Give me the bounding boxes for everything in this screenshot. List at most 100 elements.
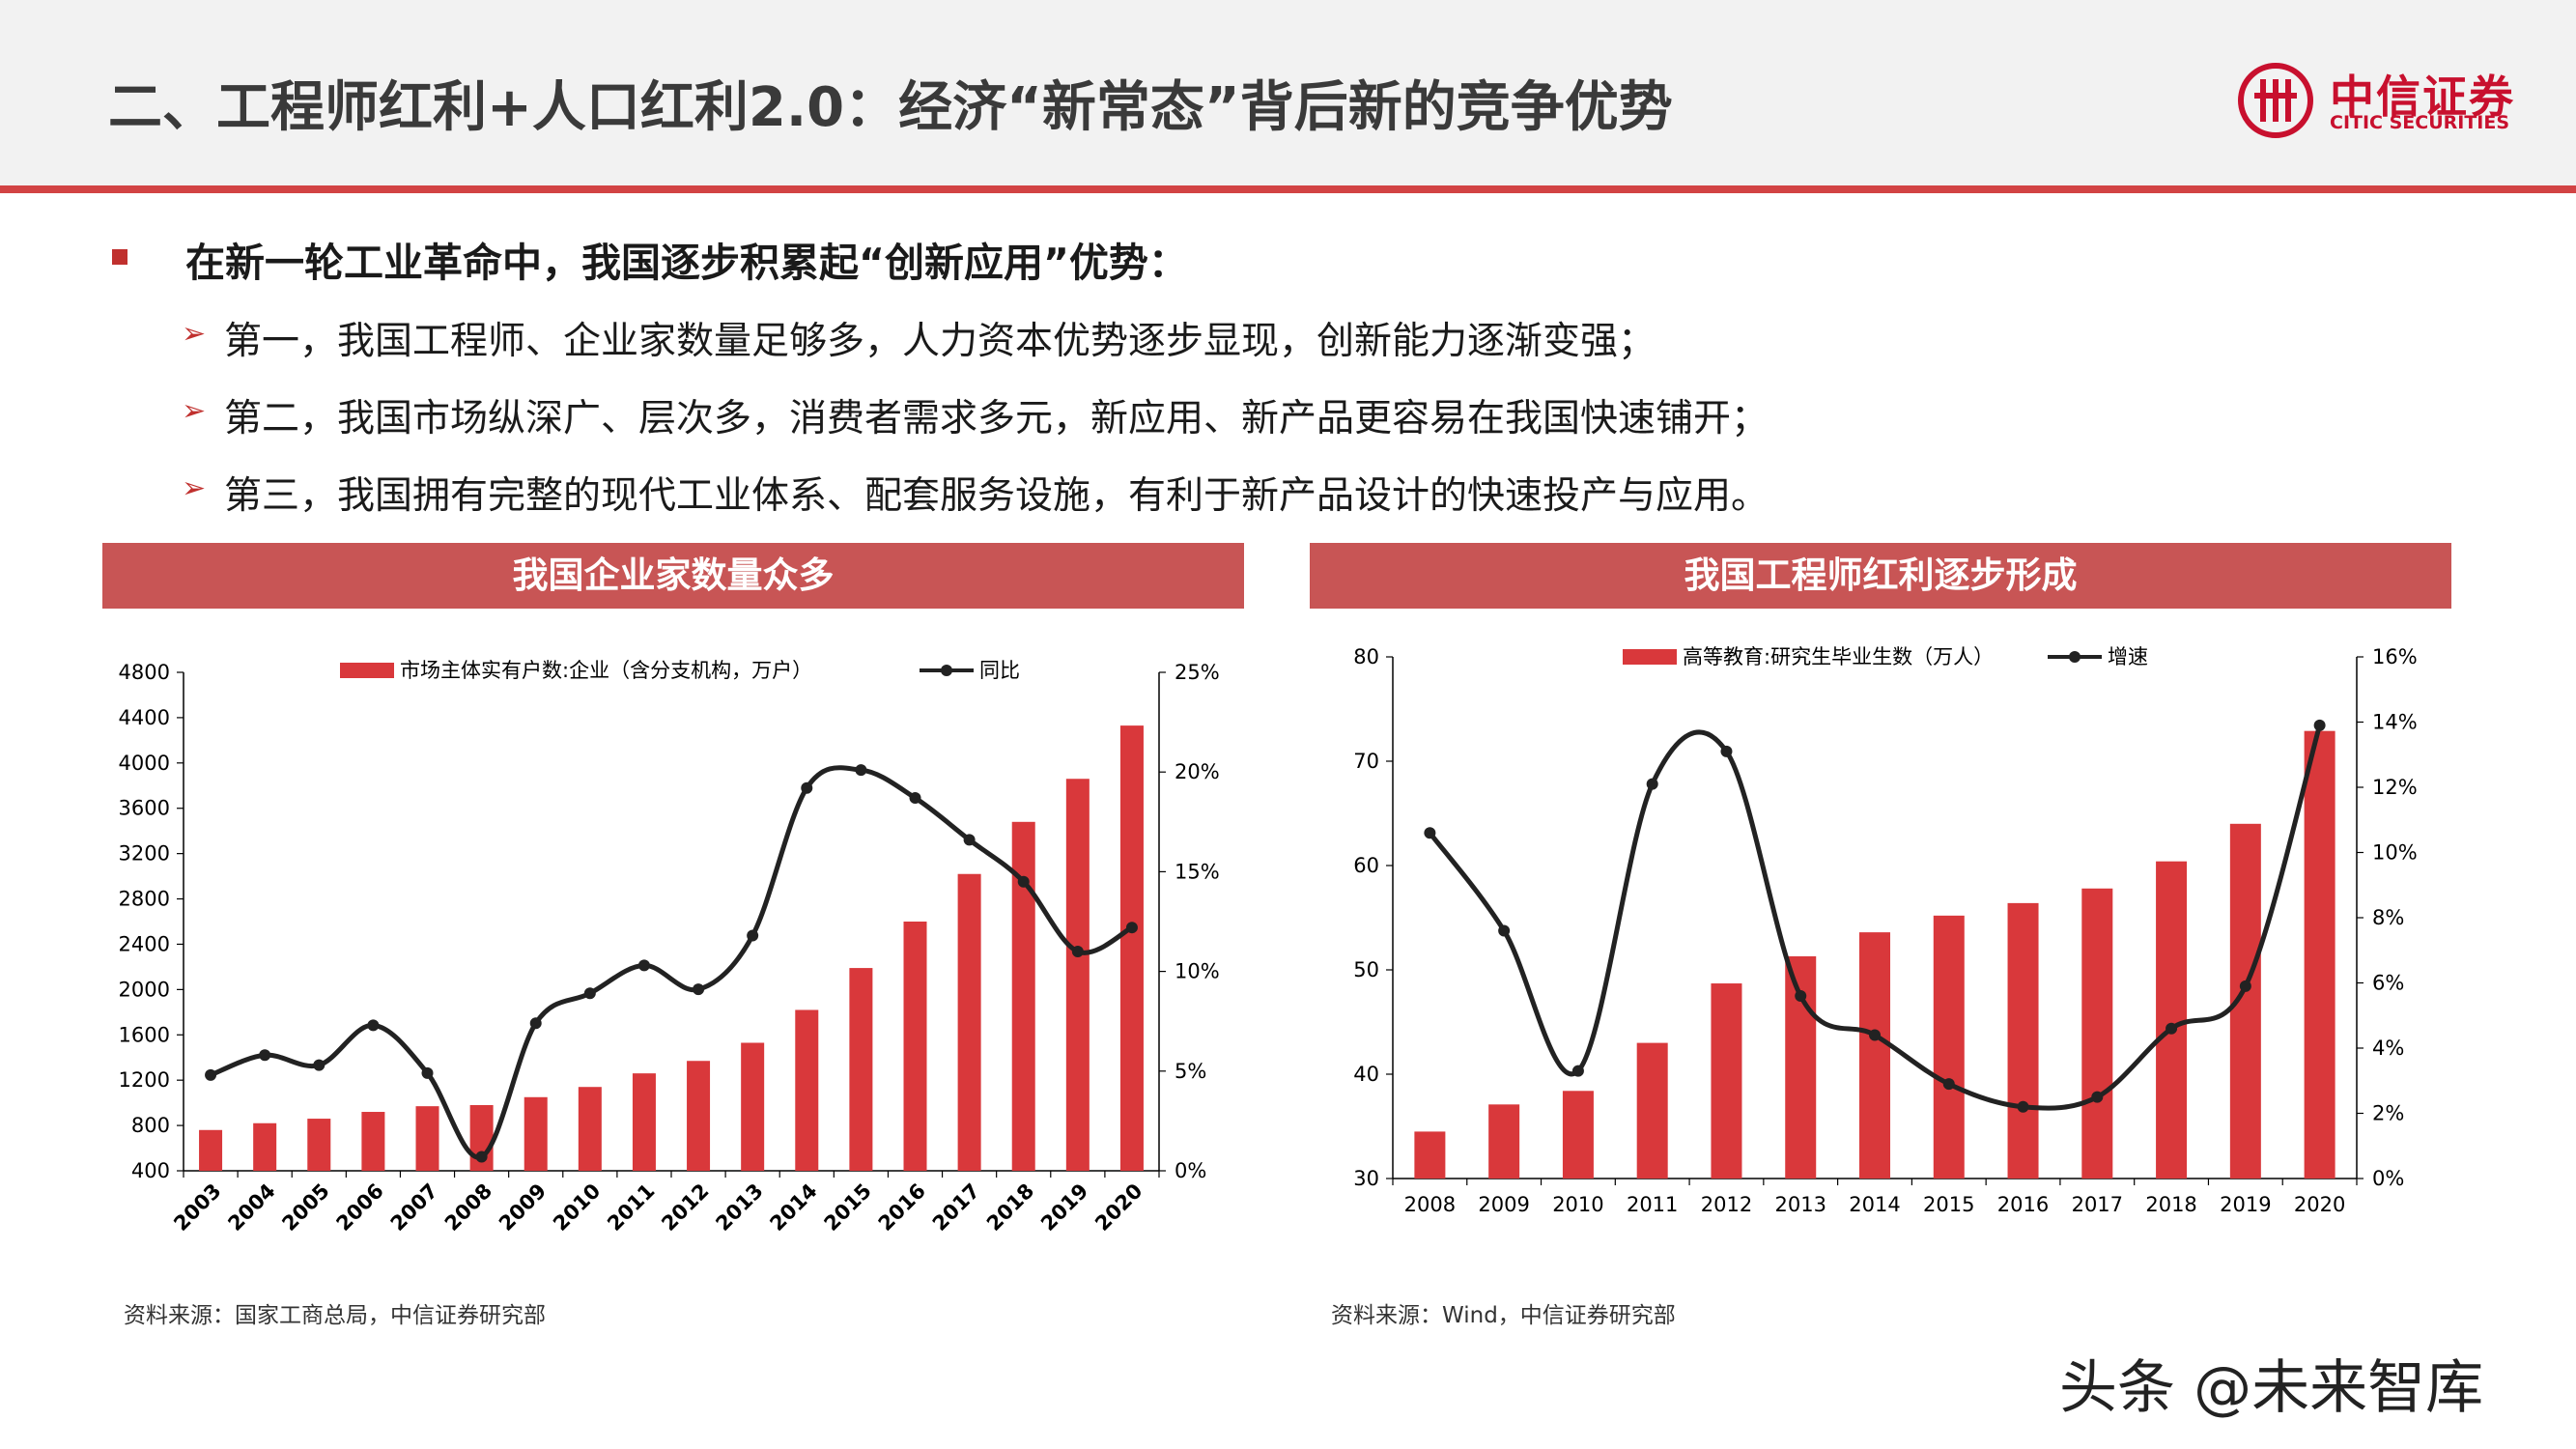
left-axis-tick-label: 80 xyxy=(1353,645,1379,668)
legend-line-label: 同比 xyxy=(979,659,1020,682)
left-axis-tick-label: 2000 xyxy=(119,978,170,1001)
bar xyxy=(199,1129,223,1171)
bar xyxy=(2304,730,2335,1179)
left-axis-tick-label: 60 xyxy=(1353,854,1379,877)
growth-point xyxy=(2239,980,2251,992)
left-axis-tick-label: 4800 xyxy=(119,661,170,684)
legend-bar-swatch xyxy=(1623,649,1677,665)
bar xyxy=(795,1009,819,1171)
x-axis-tick-label: 2010 xyxy=(549,1179,605,1236)
left-axis-tick-label: 70 xyxy=(1353,750,1379,773)
chart-enterprises: 4800 4400 4000 3600 3200 2800 2400 2000 1600 1200… xyxy=(119,659,1220,1236)
growth-point xyxy=(2166,1022,2178,1035)
right-axis-tick-label: 8% xyxy=(2372,906,2404,929)
x-axis-tick-label: 2009 xyxy=(1478,1193,1529,1216)
x-axis-tick-label: 2013 xyxy=(1775,1193,1826,1216)
x-axis-tick-label: 2019 xyxy=(1036,1179,1092,1236)
bar xyxy=(2156,861,2188,1179)
growth-point xyxy=(1795,990,1807,1002)
x-axis-tick-label: 2017 xyxy=(2072,1193,2123,1216)
growth-point xyxy=(1869,1029,1881,1041)
growth-point xyxy=(1498,924,1511,937)
right-axis-tick-label: 14% xyxy=(2372,711,2418,734)
right-axis-tick-label: 10% xyxy=(1175,960,1220,983)
x-axis-tick-label: 2010 xyxy=(1552,1193,1603,1216)
citic-logo: 中信证券 CITIC SECURITIES xyxy=(2235,62,2513,139)
growth-point xyxy=(2313,719,2326,731)
x-axis-tick-label: 2003 xyxy=(169,1179,225,1236)
chart-1-banner: 我国企业家数量众多 xyxy=(102,543,1244,609)
growth-point xyxy=(963,834,976,846)
left-axis-tick-label: 1200 xyxy=(119,1068,170,1092)
main-point: 在新一轮工业革命中，我国逐步积累起“创新应用”优势： xyxy=(185,240,1188,286)
bar xyxy=(1711,983,1742,1179)
growth-point xyxy=(1125,922,1138,934)
x-axis-tick-label: 2017 xyxy=(928,1179,984,1236)
left-axis-tick-label: 1600 xyxy=(119,1023,170,1046)
x-axis-tick-label: 2012 xyxy=(657,1179,713,1236)
sub-point-2: 第二，我国市场纵深广、层次多，消费者需求多元，新应用、新产品更容易在我国快速铺开… xyxy=(224,397,1769,440)
x-axis-tick-label: 2006 xyxy=(332,1179,388,1236)
bar xyxy=(253,1122,277,1171)
x-axis-tick-label: 2004 xyxy=(223,1179,279,1236)
growth-point xyxy=(1646,778,1658,790)
bar xyxy=(849,968,873,1171)
right-axis-tick-label: 6% xyxy=(2372,972,2404,995)
right-axis-tick-label: 15% xyxy=(1175,860,1220,883)
growth-point xyxy=(2091,1091,2104,1103)
x-axis-tick-label: 2008 xyxy=(440,1179,496,1236)
bar xyxy=(361,1112,385,1171)
x-axis-tick-label: 2005 xyxy=(278,1179,334,1236)
logo-text-cn: 中信证券 xyxy=(2330,71,2515,123)
x-axis-tick-label: 2014 xyxy=(1849,1193,1900,1216)
growth-point xyxy=(1424,827,1436,839)
growth-point xyxy=(909,792,921,805)
growth-line xyxy=(210,765,1134,1160)
growth-point xyxy=(637,959,650,972)
chart-2-banner: 我国工程师红利逐步形成 xyxy=(1310,543,2451,609)
growth-point xyxy=(205,1068,217,1081)
growth-point xyxy=(1071,945,1084,957)
bar xyxy=(2081,888,2113,1179)
x-axis-tick-label: 2013 xyxy=(711,1179,767,1236)
bar xyxy=(1636,1042,1668,1179)
bar xyxy=(957,873,981,1171)
x-axis-tick-label: 2009 xyxy=(495,1179,551,1236)
growth-point xyxy=(855,764,867,777)
x-axis-tick-label: 2014 xyxy=(766,1179,822,1236)
right-axis-tick-label: 2% xyxy=(2372,1102,2404,1125)
growth-point xyxy=(475,1151,488,1163)
growth-point xyxy=(367,1019,380,1032)
growth-point xyxy=(313,1059,326,1071)
growth-point xyxy=(1720,745,1733,757)
bar xyxy=(1414,1131,1446,1179)
x-axis-tick-label: 2015 xyxy=(820,1179,876,1236)
right-axis-tick-label: 10% xyxy=(2372,841,2418,865)
header-divider xyxy=(0,185,2576,193)
growth-point xyxy=(1017,875,1030,888)
growth-point xyxy=(747,929,759,942)
bar xyxy=(524,1096,548,1171)
left-axis-tick-label: 3600 xyxy=(119,797,170,820)
chart-graduates: 80 70 60 50 40 30 16% 14% 12% 10% 8% 6% 4% 2% 0% 2008 20… xyxy=(1353,645,2418,1216)
bar xyxy=(2007,902,2039,1179)
logo-text-en: CITIC SECURITIES xyxy=(2330,112,2510,133)
sub-point-1: 第一，我国工程师、企业家数量足够多，人力资本优势逐步显现，创新能力逐渐变强； xyxy=(224,320,1656,363)
left-axis-tick-label: 50 xyxy=(1353,958,1379,981)
left-axis-tick-label: 400 xyxy=(131,1159,170,1182)
growth-point xyxy=(259,1049,271,1062)
bar xyxy=(1933,915,1965,1179)
growth-point xyxy=(693,983,705,996)
bar xyxy=(1859,932,1890,1179)
bar xyxy=(1562,1091,1594,1179)
bar xyxy=(1488,1104,1520,1179)
right-axis-tick-label: 25% xyxy=(1175,661,1220,684)
right-axis-tick-label: 4% xyxy=(2372,1037,2404,1060)
x-axis-tick-label: 2015 xyxy=(1923,1193,1974,1216)
legend-bar-swatch xyxy=(340,663,394,678)
citic-logo-icon xyxy=(2238,63,2313,138)
bar xyxy=(903,922,927,1171)
slide-header: 二、工程师红利+人口红利2.0：经济“新常态”背后新的竞争优势 中信证券 CIT… xyxy=(0,0,2576,185)
bar xyxy=(415,1106,439,1171)
chart-1-source: 资料来源：国家工商总局，中信证券研究部 xyxy=(124,1303,546,1328)
